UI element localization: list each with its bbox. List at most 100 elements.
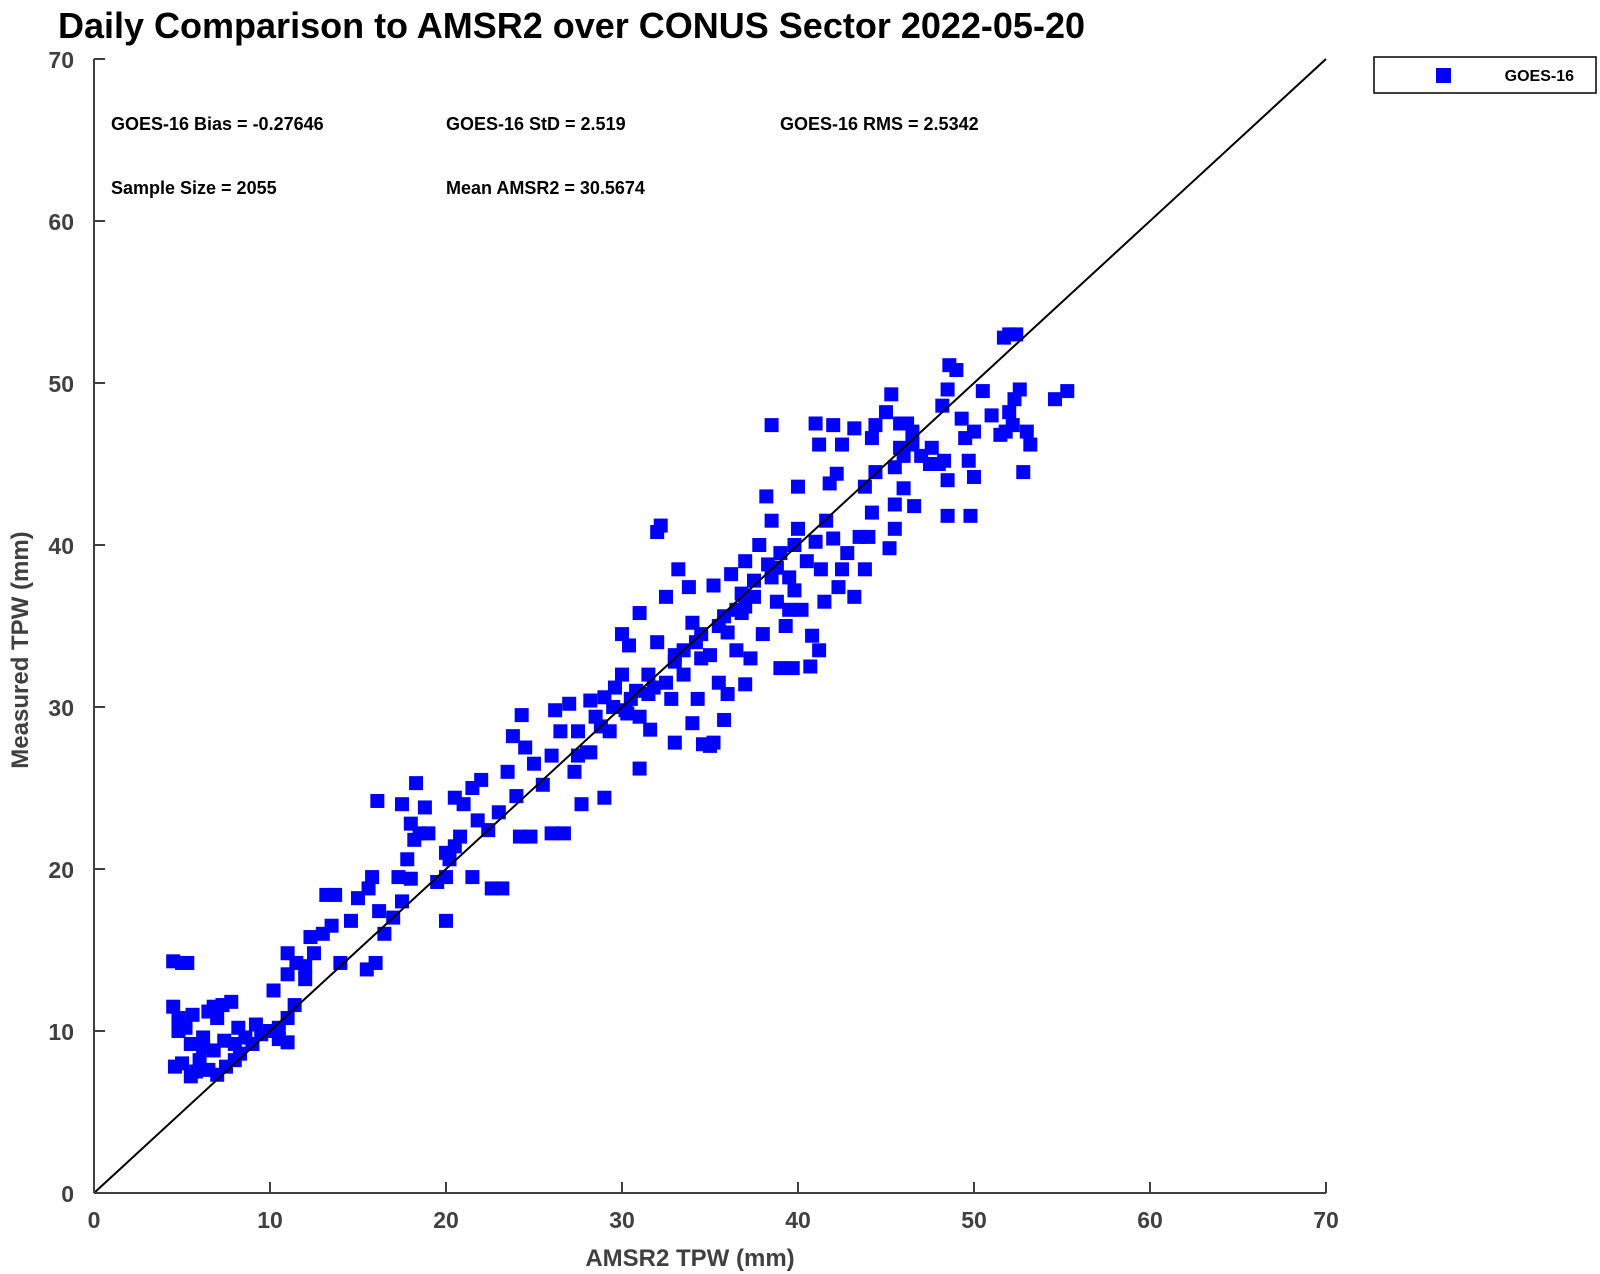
data-point: [984, 408, 999, 423]
data-point: [940, 473, 955, 488]
data-point: [227, 1036, 242, 1051]
data-point: [773, 661, 788, 676]
data-point: [456, 797, 471, 812]
data-point: [474, 772, 489, 787]
data-point: [1019, 424, 1034, 439]
data-point: [351, 891, 365, 906]
x-axis-ticks: 0 10 20 30 40 50 60 70: [88, 1182, 1339, 1233]
data-point: [535, 777, 550, 792]
data-point: [937, 453, 952, 468]
data-point: [868, 418, 883, 433]
data-point: [963, 508, 978, 523]
x-tick-label: 10: [257, 1207, 283, 1233]
data-point: [1009, 327, 1024, 342]
data-point: [439, 870, 453, 885]
data-point: [799, 554, 814, 569]
data-point: [377, 926, 392, 941]
data-point: [175, 1056, 189, 1071]
data-point: [813, 562, 828, 577]
data-point: [942, 358, 957, 373]
data-point: [210, 1011, 225, 1026]
data-point: [189, 1064, 204, 1079]
std-annotation: GOES-16 StD = 2.519: [446, 114, 626, 134]
data-point: [562, 696, 577, 711]
data-point: [421, 826, 436, 841]
data-point: [512, 829, 527, 844]
data-point: [812, 437, 827, 452]
data-point: [882, 541, 897, 556]
data-point: [298, 959, 313, 974]
data-point: [940, 508, 955, 523]
data-point: [556, 826, 571, 841]
data-point: [632, 606, 647, 621]
data-point: [826, 418, 841, 433]
data-point: [403, 816, 418, 831]
data-point: [803, 659, 818, 674]
data-point: [171, 1024, 186, 1038]
data-point: [403, 871, 418, 886]
data-point: [857, 479, 872, 494]
data-point: [1002, 405, 1017, 420]
y-tick-label: 30: [48, 695, 74, 721]
data-point: [1060, 384, 1075, 399]
data-point: [280, 946, 295, 961]
data-point: [940, 382, 955, 397]
data-point: [847, 421, 862, 436]
data-point: [924, 440, 939, 455]
data-point: [729, 602, 744, 617]
data-point: [650, 525, 665, 540]
data-point: [685, 615, 700, 630]
data-point: [896, 448, 911, 463]
y-tick-label: 0: [61, 1181, 74, 1207]
data-point: [632, 761, 647, 776]
data-point: [196, 1030, 211, 1045]
data-point: [574, 797, 589, 812]
data-point: [368, 955, 383, 970]
x-tick-label: 60: [1137, 1207, 1163, 1233]
data-point: [395, 894, 409, 909]
data-point: [361, 881, 376, 896]
x-tick-label: 0: [88, 1207, 101, 1233]
data-point: [439, 913, 453, 928]
y-tick-label: 70: [48, 47, 74, 73]
data-point: [785, 661, 800, 676]
data-point: [509, 789, 524, 804]
chart-title: Daily Comparison to AMSR2 over CONUS Sec…: [58, 5, 1085, 46]
data-point: [808, 534, 823, 549]
data-point: [896, 481, 911, 496]
data-point: [681, 580, 696, 595]
data-point: [333, 955, 348, 970]
data-point: [752, 538, 767, 552]
data-point: [646, 680, 661, 695]
data-point: [787, 583, 802, 598]
data-point: [518, 740, 533, 755]
data-point: [1023, 437, 1038, 452]
data-point: [1005, 418, 1020, 433]
x-tick-label: 30: [609, 1207, 635, 1233]
data-point: [659, 589, 673, 604]
data-point: [706, 578, 721, 593]
y-tick-label: 60: [48, 209, 74, 235]
data-point: [400, 852, 415, 867]
data-point: [280, 967, 295, 982]
data-point: [484, 881, 499, 896]
data-point: [857, 562, 872, 577]
data-point: [690, 691, 705, 706]
data-point: [217, 1033, 232, 1048]
data-point: [738, 554, 753, 569]
data-point: [835, 437, 849, 452]
data-point: [465, 870, 480, 885]
data-point: [954, 411, 969, 426]
y-tick-label: 40: [48, 533, 74, 559]
bias-annotation: GOES-16 Bias = -0.27646: [111, 114, 324, 134]
data-point: [688, 635, 703, 650]
data-point: [266, 983, 281, 998]
one-to-one-reference-line: [93, 58, 1327, 1194]
data-point: [717, 609, 732, 624]
data-point: [778, 619, 793, 633]
data-point: [794, 602, 809, 617]
data-point: [967, 424, 981, 439]
data-point: [1012, 382, 1027, 397]
data-point: [1016, 465, 1031, 480]
